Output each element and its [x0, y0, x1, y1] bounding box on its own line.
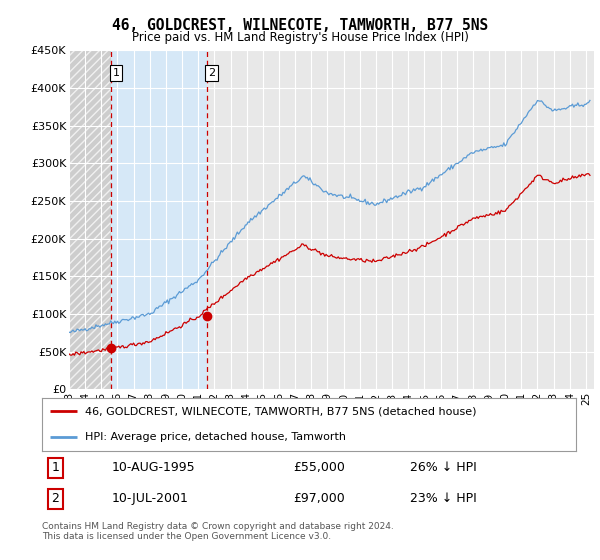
Text: 23% ↓ HPI: 23% ↓ HPI [410, 492, 477, 505]
Text: 1: 1 [52, 461, 59, 474]
Text: 26% ↓ HPI: 26% ↓ HPI [410, 461, 477, 474]
Text: £97,000: £97,000 [293, 492, 345, 505]
Text: Contains HM Land Registry data © Crown copyright and database right 2024.
This d: Contains HM Land Registry data © Crown c… [42, 522, 394, 542]
Text: 2: 2 [52, 492, 59, 505]
Text: 2: 2 [208, 68, 215, 78]
Text: 46, GOLDCREST, WILNECOTE, TAMWORTH, B77 5NS: 46, GOLDCREST, WILNECOTE, TAMWORTH, B77 … [112, 18, 488, 33]
Text: 46, GOLDCREST, WILNECOTE, TAMWORTH, B77 5NS (detached house): 46, GOLDCREST, WILNECOTE, TAMWORTH, B77 … [85, 407, 476, 417]
Bar [111, 50, 206, 389]
Text: 1: 1 [112, 68, 119, 78]
Text: Price paid vs. HM Land Registry's House Price Index (HPI): Price paid vs. HM Land Registry's House … [131, 31, 469, 44]
Text: 10-AUG-1995: 10-AUG-1995 [112, 461, 195, 474]
Text: £55,000: £55,000 [293, 461, 345, 474]
Bar [69, 50, 111, 389]
Text: HPI: Average price, detached house, Tamworth: HPI: Average price, detached house, Tamw… [85, 432, 346, 442]
Text: 10-JUL-2001: 10-JUL-2001 [112, 492, 188, 505]
